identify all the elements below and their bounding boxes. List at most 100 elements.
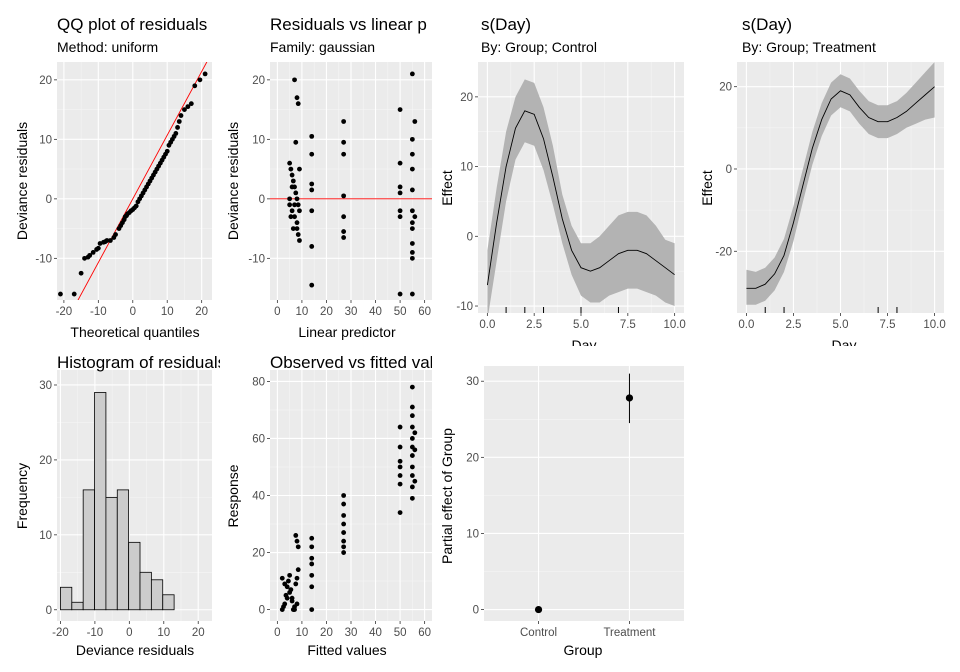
x-tick-label: -20 (56, 306, 73, 318)
data-point (341, 544, 347, 550)
data-point (164, 148, 170, 154)
data-point (309, 133, 315, 139)
data-point (397, 190, 403, 196)
histogram-bar (150, 579, 164, 611)
data-point (295, 232, 301, 237)
x-tick-label: 0 (274, 627, 280, 639)
y-tick-label: -20 (715, 246, 732, 258)
x-tick-label: 10.0 (663, 319, 685, 331)
data-point (287, 590, 293, 595)
data-point (78, 270, 84, 276)
histogram-bar (60, 586, 73, 611)
data-point (397, 473, 403, 478)
histogram-bar (82, 489, 95, 611)
data-point (412, 430, 418, 436)
qq-plot-svg: -20 -10 0 10 20 -10 0 10 20 QQ plot of residuals… (14, 15, 212, 340)
data-point (292, 214, 297, 220)
y-tick-label: 80 (252, 376, 265, 388)
data-point (409, 473, 415, 478)
y-tick-label: 0 (473, 605, 479, 617)
data-point (341, 513, 347, 518)
y-tick-label: 60 (252, 433, 265, 445)
data-point (282, 581, 288, 587)
s-day-control-panel: 0.0 2.5 5.0 7.5 10.0 -10 0 10 20 s(Day) By: Group… (434, 0, 694, 346)
estimate-point (534, 605, 543, 614)
data-point (289, 208, 295, 214)
data-point (409, 424, 415, 430)
data-point (202, 71, 208, 77)
y-tick-label: 20 (252, 75, 265, 87)
plot-layer: -20 -10 0 10 20 -10 0 10 20 (35, 62, 212, 318)
data-point (409, 484, 415, 490)
data-point (287, 572, 293, 578)
data-point (412, 478, 418, 484)
smooth-line (486, 110, 675, 286)
residuals-vs-lp-svg: 0 10 20 30 40 50 60 -10 0 10 20 Residuals vs linea… (225, 15, 432, 340)
data-point (197, 77, 203, 83)
data-point (397, 510, 403, 516)
observed-vs-fitted-panel: 0 10 20 30 40 50 60 0 20 40 60 80 Observed vs fitte… (222, 346, 432, 672)
data-point (182, 107, 187, 112)
y-axis-label: Deviance residuals (225, 122, 241, 240)
x-tick-label: 20 (320, 306, 333, 318)
x-tick-label: -10 (90, 306, 107, 318)
x-axis-label: Group (564, 642, 603, 658)
s-day-control-svg: 0.0 2.5 5.0 7.5 10.0 -10 0 10 20 s(Day) By: Group… (439, 15, 686, 346)
data-point (292, 607, 297, 612)
plot-layer: 0.0 2.5 5.0 7.5 10.0 -20 0 20 (715, 62, 946, 331)
data-point (294, 196, 300, 202)
data-point (294, 95, 300, 101)
data-point (293, 190, 299, 196)
chart-subtitle: Family: gaussian (270, 39, 375, 55)
x-tick-label: Control (520, 627, 557, 639)
data-point (288, 214, 294, 220)
x-tick-label: 10 (161, 306, 174, 318)
histogram-bar (105, 496, 118, 611)
data-point (90, 250, 96, 255)
x-tick-label: 40 (369, 627, 382, 639)
data-point (409, 495, 415, 501)
data-point (294, 226, 300, 232)
smooth-line (746, 86, 935, 289)
x-tick-label: 2.5 (785, 319, 801, 331)
data-point (294, 575, 300, 581)
y-tick-label: 0 (46, 605, 52, 617)
histogram-bar (71, 601, 84, 611)
data-point (341, 493, 347, 498)
y-tick-label: 20 (466, 452, 479, 464)
data-point (309, 151, 315, 157)
histogram-bar (162, 594, 175, 611)
data-point (341, 151, 347, 157)
data-point (286, 578, 291, 584)
confidence-ribbon (487, 79, 675, 313)
data-point (133, 203, 139, 209)
data-marks (279, 384, 418, 612)
panel-background (57, 62, 212, 300)
x-tick-label: -10 (87, 627, 104, 639)
data-point (295, 567, 301, 573)
data-point (341, 530, 347, 535)
plot-layer: 0.0 2.5 5.0 7.5 10.0 -10 0 10 20 (456, 62, 686, 331)
data-point (293, 139, 299, 145)
y-tick-label: 20 (719, 82, 732, 94)
data-point (295, 202, 301, 208)
x-tick-label: 40 (369, 306, 382, 318)
x-axis-label: Day (572, 337, 597, 346)
estimate-point (625, 394, 634, 402)
data-point (397, 214, 403, 220)
data-point (409, 255, 415, 261)
data-point (309, 572, 315, 578)
y-tick-label: 20 (460, 92, 473, 104)
y-tick-label: 20 (39, 455, 52, 467)
x-tick-label: 5.0 (573, 319, 589, 331)
data-point (176, 119, 182, 124)
data-point (412, 214, 418, 220)
data-point (309, 244, 315, 249)
histogram-svg: -20 -10 0 10 20 0 10 20 30 Histogram of residual… (14, 353, 220, 658)
s-day-treatment-svg: 0.0 2.5 5.0 7.5 10.0 -20 0 20 s(Day) By: Group; … (699, 15, 946, 346)
data-point (279, 575, 285, 581)
y-tick-label: 0 (259, 194, 265, 206)
data-point (295, 101, 301, 107)
x-tick-label: 10 (157, 627, 170, 639)
